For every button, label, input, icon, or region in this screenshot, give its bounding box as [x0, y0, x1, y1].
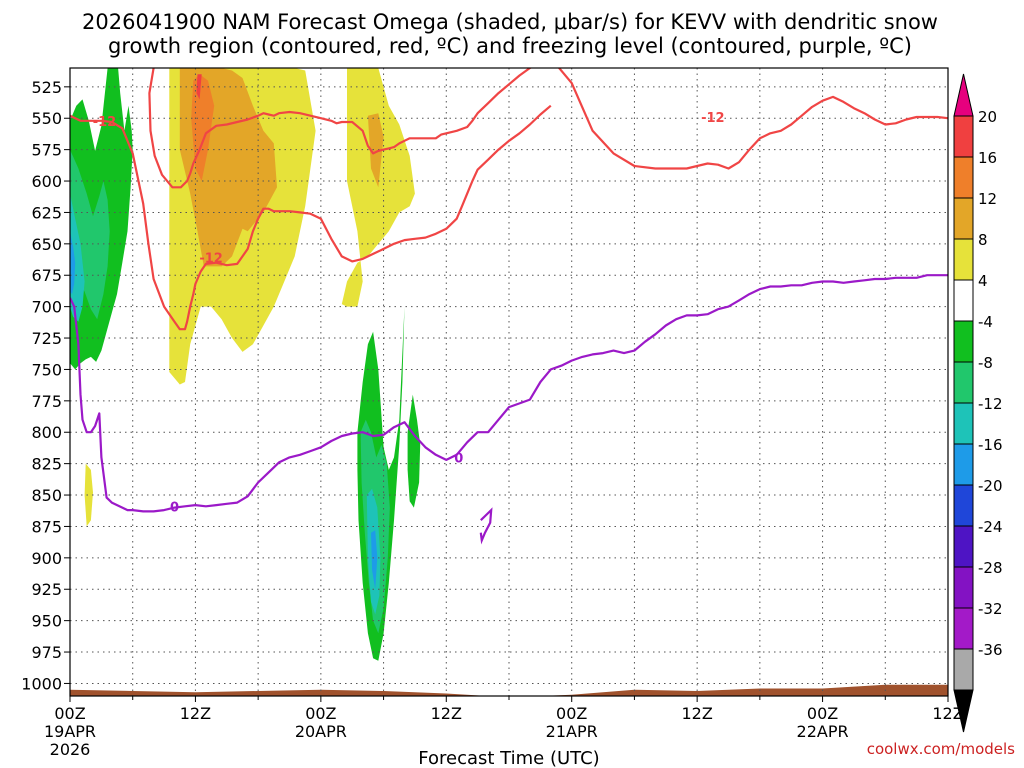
- y-tick-label: 900: [31, 549, 62, 568]
- x-tick-label: 12Z: [932, 704, 963, 723]
- colorbar-band: [953, 566, 974, 609]
- y-tick-label: 750: [31, 360, 62, 379]
- x-tick-label: 00Z: [556, 704, 587, 723]
- colorbar-label: -32: [978, 600, 1003, 618]
- colorbar-band: [953, 115, 974, 158]
- dendritic-12C-right: [557, 68, 948, 170]
- omega-blue-left: [70, 231, 76, 295]
- colorbar-band: [953, 156, 974, 199]
- x-tick-label: 12Z: [431, 704, 462, 723]
- y-tick-label: 575: [31, 141, 62, 160]
- surface-ground: [70, 684, 948, 696]
- omega-cyan-left: [70, 193, 85, 322]
- colorbar-label: -20: [978, 477, 1003, 495]
- y-tick-label: 550: [31, 109, 62, 128]
- dendritic-12C-left-upper: [148, 68, 533, 189]
- y-tick-label: 925: [31, 580, 62, 599]
- x-axis-label: Forecast Time (UTC): [418, 748, 599, 768]
- y-tick-label: 625: [31, 203, 62, 222]
- x-tick-label: 00Z: [305, 704, 336, 723]
- x-tick-label: 12Z: [681, 704, 712, 723]
- omega-blue-mid: [371, 530, 378, 590]
- colorbar-label: -16: [978, 436, 1003, 454]
- site-credit: coolwx.com/models: [867, 740, 1015, 758]
- colorbar-label: -28: [978, 559, 1003, 577]
- colorbar-label: 8: [978, 231, 988, 249]
- x-tick-label: 19APR: [44, 722, 96, 741]
- colorbar-band: [953, 484, 974, 527]
- x-tick-label: 21APR: [546, 722, 598, 741]
- colorbar-band: [953, 279, 974, 322]
- x-tick-label: 22APR: [797, 722, 849, 741]
- colorbar-band: [953, 402, 974, 445]
- colorbar-label: 16: [978, 149, 997, 167]
- freezing-level-0C: [70, 274, 948, 513]
- omega-yellow-spot: [84, 463, 93, 527]
- colorbar-band: [953, 197, 974, 240]
- omega-orange-mid: [367, 113, 384, 188]
- y-tick-label: 675: [31, 266, 62, 285]
- freezing-level-small-loop: [479, 507, 493, 545]
- contour-label-purple-1: 0: [170, 500, 179, 515]
- colorbar-band: [953, 648, 974, 691]
- x-tick-label: 20APR: [295, 722, 347, 741]
- y-tick-label: 725: [31, 329, 62, 348]
- colorbar-band: [953, 443, 974, 486]
- y-tick-label: 975: [31, 643, 62, 662]
- contour-label-red-3: -12: [701, 111, 725, 126]
- colorbar-top-arrow: [953, 73, 974, 117]
- y-tick-label: 600: [31, 172, 62, 191]
- colorbar-label: -8: [978, 354, 993, 372]
- contour-lines: -12 -12 -12 0 0: [70, 68, 948, 545]
- y-tick-label: 950: [31, 612, 62, 631]
- y-tick-label: 825: [31, 455, 62, 474]
- colorbar-label: -4: [978, 313, 993, 331]
- colorbar-label: 4: [978, 272, 988, 290]
- colorbar-band: [953, 238, 974, 281]
- y-tick-label: 800: [31, 423, 62, 442]
- chart-title-line-1: 2026041900 NAM Forecast Omega (shaded, μ…: [82, 10, 938, 34]
- y-tick-label: 850: [31, 486, 62, 505]
- colorbar-band: [953, 607, 974, 650]
- colorbar: 20 16 12 8 4 -4 -8 -12 -16 -20 -24 -28 -32 -36: [953, 73, 1003, 733]
- omega-green-right: [407, 394, 421, 508]
- contour-label-red-1: -12: [93, 115, 117, 130]
- colorbar-label: 12: [978, 190, 997, 208]
- x-tick-label: 2026: [50, 740, 91, 759]
- x-tick-label: 00Z: [54, 704, 85, 723]
- y-tick-label: 525: [31, 78, 62, 97]
- colorbar-bottom-arrow: [953, 689, 974, 733]
- omega-red-left: [196, 74, 202, 100]
- contour-label-purple-2: 0: [454, 451, 463, 466]
- y-tick-label: 875: [31, 517, 62, 536]
- colorbar-label: 20: [978, 108, 997, 126]
- x-tick-label: 00Z: [807, 704, 838, 723]
- x-tick-label: 12Z: [180, 704, 211, 723]
- colorbar-band: [953, 320, 974, 363]
- colorbar-band: [953, 361, 974, 404]
- y-tick-label: 775: [31, 392, 62, 411]
- colorbar-label: -12: [978, 395, 1003, 413]
- y-tick-label: 650: [31, 235, 62, 254]
- chart-title-line-2: growth region (contoured, red, ºC) and f…: [108, 34, 912, 58]
- contour-label-red-2: -12: [199, 252, 223, 267]
- axes: 525 550 575 600 625 650 675 700 725 750 775 800 825 8…: [21, 67, 964, 759]
- colorbar-band: [953, 525, 974, 568]
- colorbar-label: -24: [978, 518, 1003, 536]
- y-tick-label: 700: [31, 298, 62, 317]
- dendritic-12C-left: [70, 104, 552, 331]
- colorbar-label: -36: [978, 641, 1003, 659]
- y-tick-label: 1000: [21, 674, 62, 693]
